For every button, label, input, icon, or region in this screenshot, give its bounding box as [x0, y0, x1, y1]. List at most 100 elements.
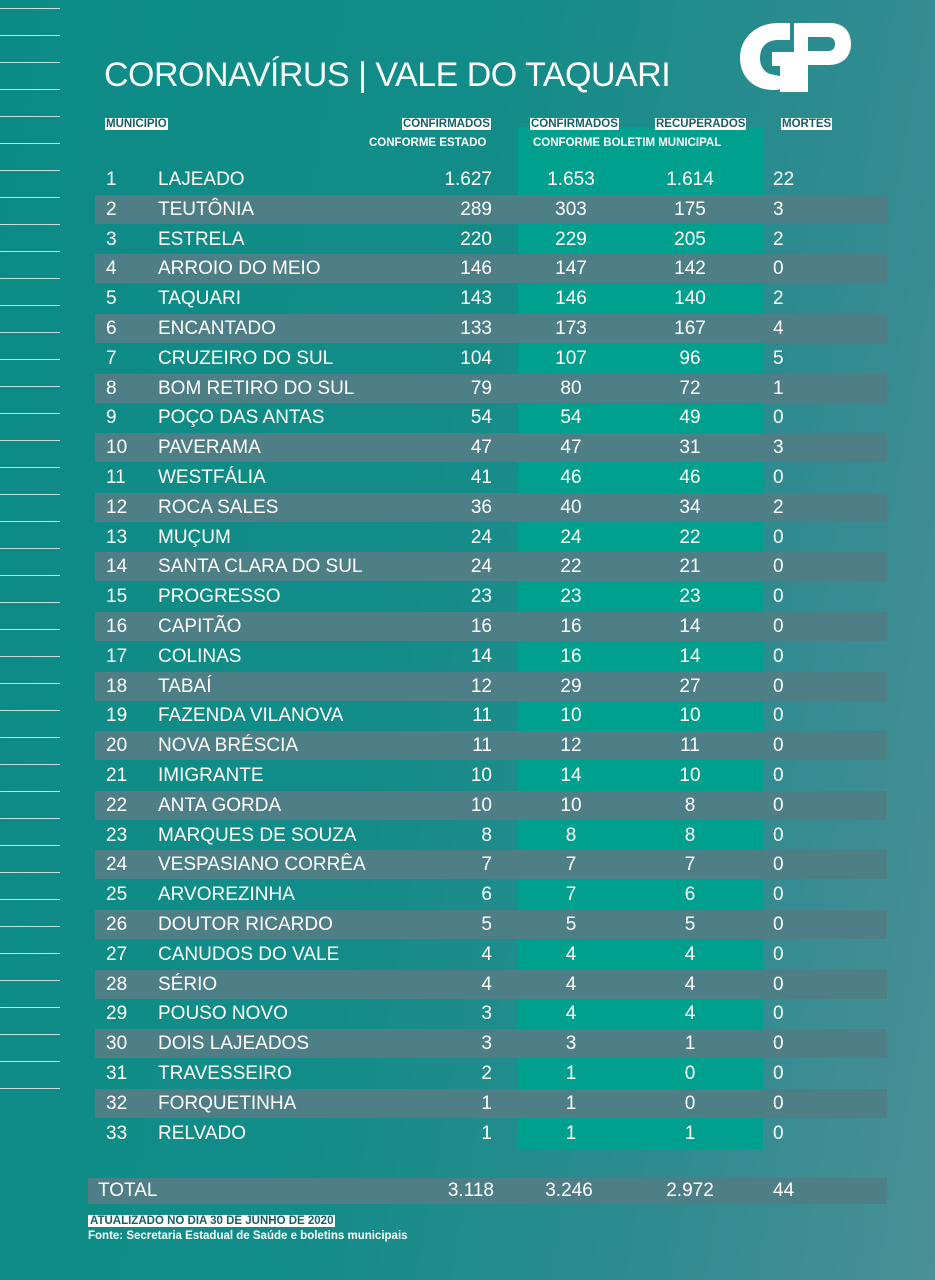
recuperados: 4: [684, 1003, 696, 1025]
confirmados-boletim: 147: [555, 258, 587, 280]
table-row: 15 PROGRESSO 23 23 23 0: [95, 582, 887, 611]
decorative-line: [0, 899, 60, 900]
municipio-name: IMIGRANTE: [158, 765, 264, 786]
recuperados: 4: [684, 943, 696, 965]
row-number: 10: [106, 437, 128, 459]
confirmados-boletim: 46: [560, 467, 582, 488]
confirmados-boletim: 29: [560, 675, 582, 697]
decorative-line: [0, 170, 60, 171]
confirmados-boletim: 1.653: [547, 169, 595, 190]
confirmados-estado: 24: [470, 556, 492, 578]
mortes: 0: [773, 765, 784, 786]
row-number: 27: [106, 943, 128, 965]
row-number: 1: [106, 169, 117, 190]
table-row: 30 DOIS LAJEADOS 3 3 1 0: [95, 1029, 887, 1059]
row-number: 26: [106, 914, 128, 935]
municipio-name: FORQUETINHA: [158, 1092, 297, 1114]
recuperados: 14: [679, 645, 701, 667]
recuperados: 142: [674, 258, 706, 280]
municipio-name: LAJEADO: [158, 169, 245, 190]
decorative-line: [0, 737, 60, 738]
table-row: 22 ANTA GORDA 10 10 8 0: [95, 790, 887, 820]
decorative-line: [0, 980, 60, 981]
recuperados: 205: [674, 228, 706, 250]
total-confirmados-boletim: 3.246: [545, 1180, 593, 1201]
mortes: 0: [773, 467, 784, 488]
confirmados-boletim: 7: [565, 884, 577, 906]
decorative-line: [0, 413, 60, 414]
title-part2: VALE DO TAQUARI: [375, 56, 671, 94]
municipio-name: ENCANTADO: [158, 318, 276, 339]
decorative-line: [0, 62, 60, 63]
recuperados: 10: [679, 705, 701, 727]
confirmados-boletim: 229: [555, 228, 587, 250]
mortes: 0: [773, 1092, 784, 1114]
row-number: 7: [106, 347, 117, 369]
mortes: 0: [773, 1063, 784, 1084]
decorative-line: [0, 386, 60, 387]
mortes: 0: [773, 1033, 784, 1055]
row-number: 24: [106, 854, 128, 876]
row-number: 31: [106, 1063, 128, 1084]
decorative-line: [0, 521, 60, 522]
confirmados-boletim: 4: [565, 1003, 577, 1025]
confirmados-estado: 36: [470, 496, 492, 518]
municipio-name: DOIS LAJEADOS: [158, 1033, 309, 1055]
row-number: 29: [106, 1003, 128, 1025]
municipio-name: SANTA CLARA DO SUL: [158, 556, 363, 578]
confirmados-boletim: 107: [555, 347, 587, 369]
confirmados-estado: 12: [470, 675, 492, 697]
table-row: 21 IMIGRANTE 10 14 10 0: [95, 761, 887, 790]
confirmados-estado: 11: [472, 735, 492, 757]
mortes: 0: [773, 884, 784, 906]
row-number: 5: [106, 288, 117, 310]
recuperados: 21: [679, 556, 701, 578]
row-number: 32: [106, 1092, 128, 1114]
confirmados-boletim: 5: [565, 914, 577, 935]
recuperados: 7: [684, 854, 696, 876]
municipio-name: TAQUARI: [158, 288, 242, 310]
confirmados-boletim: 12: [560, 735, 582, 757]
table-row: 16 CAPITÃO 16 16 14 0: [95, 612, 887, 641]
table-row: 1 LAJEADO 1.627 1.653 1.614 22: [95, 165, 887, 194]
confirmados-boletim: 4: [565, 943, 577, 965]
table-row: 9 POÇO DAS ANTAS 54 54 49 0: [95, 403, 887, 432]
confirmados-boletim: 54: [560, 407, 582, 429]
confirmados-boletim: 47: [560, 437, 582, 459]
decorative-line: [0, 224, 60, 225]
mortes: 0: [773, 675, 784, 697]
decorative-line: [0, 1007, 60, 1008]
row-number: 28: [106, 973, 128, 995]
row-number: 14: [106, 556, 128, 578]
recuperados: 6: [684, 884, 696, 906]
confirmados-estado: 6: [481, 884, 492, 906]
mortes: 2: [773, 228, 784, 250]
confirmados-boletim: 10: [560, 705, 582, 727]
table-row: 12 ROCA SALES 36 40 34 2: [95, 492, 887, 522]
recuperados: 5: [684, 914, 696, 935]
header-conforme-estado: CONFORME ESTADO: [369, 137, 487, 149]
mortes: 0: [773, 735, 784, 757]
confirmados-estado: 5: [481, 914, 492, 935]
decorative-line: [0, 494, 60, 495]
confirmados-estado: 143: [460, 288, 492, 310]
mortes: 0: [773, 1003, 784, 1025]
recuperados: 11: [680, 735, 700, 757]
confirmados-estado: 4: [481, 943, 492, 965]
recuperados: 27: [679, 675, 701, 697]
row-number: 12: [106, 496, 128, 518]
confirmados-boletim: 3: [565, 1033, 577, 1055]
confirmados-boletim: 303: [555, 198, 587, 220]
confirmados-estado: 11: [472, 705, 492, 727]
mortes: 0: [773, 824, 784, 846]
confirmados-estado: 3: [481, 1033, 492, 1055]
decorative-line: [0, 467, 60, 468]
recuperados: 1.614: [666, 169, 714, 190]
header-confirmados-estado: CONFIRMADOS: [402, 118, 491, 130]
decorative-line: [0, 791, 60, 792]
row-number: 30: [106, 1033, 128, 1055]
mortes: 0: [773, 973, 784, 995]
recuperados: 8: [684, 794, 696, 816]
confirmados-estado: 133: [460, 318, 492, 339]
table-row: 26 DOUTOR RICARDO 5 5 5 0: [95, 910, 887, 939]
